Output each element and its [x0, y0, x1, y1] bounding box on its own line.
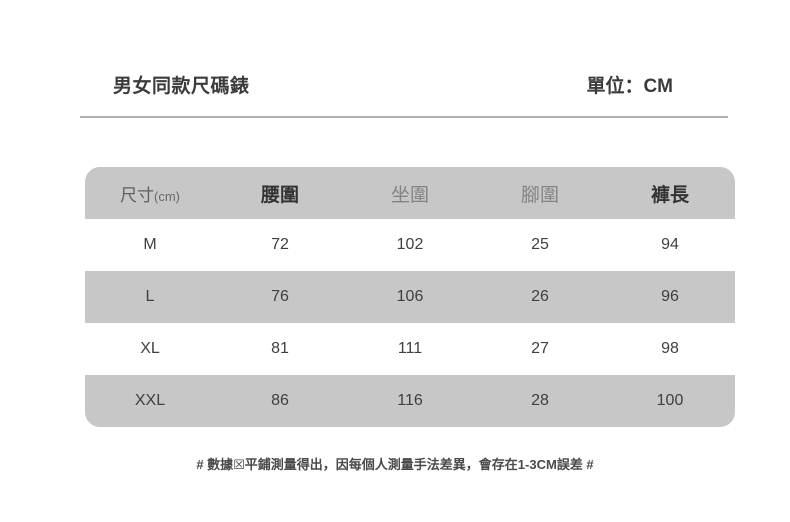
cell-size: M — [143, 236, 157, 253]
page-title: 男女同款尺碼錶 — [113, 76, 250, 97]
cell-pant-length: 94 — [661, 236, 679, 253]
header-cell-waist: 腰圍 — [260, 184, 299, 206]
cell-leg-opening: 28 — [531, 392, 549, 409]
table-row-l: L 76 106 26 96 — [85, 271, 735, 323]
cell-hip: 106 — [396, 288, 424, 305]
cell-leg-opening: 27 — [531, 340, 549, 357]
cell-waist: 72 — [271, 236, 289, 253]
cell-hip: 111 — [397, 340, 423, 357]
header-size-unit: (cm) — [154, 188, 180, 204]
cell-hip: 116 — [397, 392, 423, 409]
cell-pant-length: 98 — [661, 340, 679, 357]
cell-waist: 76 — [271, 288, 289, 305]
cell-pant-length: 96 — [661, 288, 679, 305]
cell-waist: 86 — [271, 392, 289, 409]
measurement-note: # 數據☒平鋪測量得出，因每個人測量手法差異，會存在1-3CM誤差 # — [196, 457, 594, 472]
header-cell-size: 尺寸(cm) — [85, 181, 215, 206]
cell-pant-length: 100 — [656, 392, 684, 409]
unit-label: 單位：CM — [586, 76, 673, 97]
cell-size: XL — [140, 340, 160, 357]
header-cell-leg-opening: 腳圍 — [520, 184, 559, 206]
header-size-label: 尺寸 — [120, 185, 154, 205]
header-cell-hip: 坐圍 — [390, 184, 429, 206]
cell-leg-opening: 26 — [531, 288, 549, 305]
cell-leg-opening: 25 — [531, 236, 549, 253]
size-table: 尺寸(cm) 腰圍 坐圍 腳圍 褲長 M 72 102 25 94 L 76 1… — [85, 167, 735, 427]
header-cell-pant-length: 褲長 — [650, 184, 689, 206]
cell-size: XXL — [134, 392, 166, 409]
table-row-xl: XL 81 111 27 98 — [85, 323, 735, 375]
title-divider — [80, 116, 728, 118]
cell-waist: 81 — [271, 340, 289, 357]
table-row-m: M 72 102 25 94 — [85, 219, 735, 271]
table-row-xxl: XXL 86 116 28 100 — [85, 375, 735, 427]
cell-hip: 102 — [396, 236, 424, 253]
table-header-row: 尺寸(cm) 腰圍 坐圍 腳圍 褲長 — [85, 167, 735, 219]
cell-size: L — [145, 288, 155, 305]
